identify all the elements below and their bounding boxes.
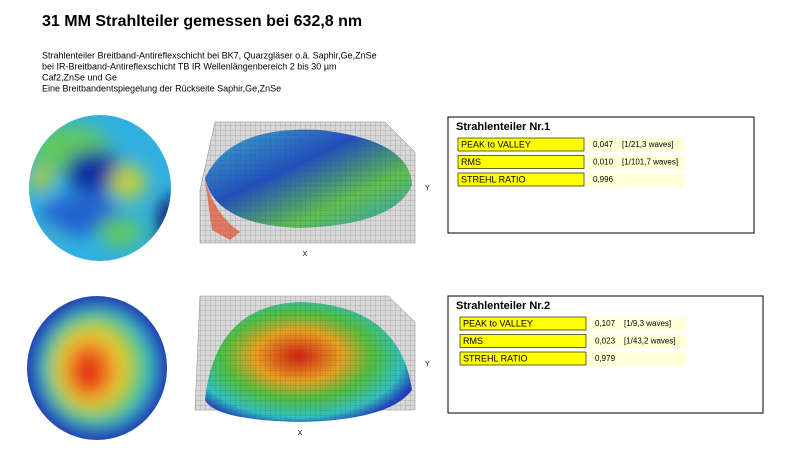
panel-title: Strahlenteiler Nr.1 (456, 121, 550, 133)
label-box (457, 172, 585, 187)
heatmap (29, 115, 171, 261)
row-waves: [1/9,3 waves] (624, 319, 671, 328)
label-box (457, 137, 585, 152)
surface-plot (194, 295, 416, 422)
description-line: Strahlenteiler Breitband-Antireflexschic… (42, 50, 377, 60)
row-label: STREHL RATIO (461, 174, 526, 184)
row-value: 0,996 (593, 175, 614, 184)
description-line: bei IR-Breitband-Antireflexschicht TB IR… (42, 61, 337, 71)
row-waves: [1/101,7 waves] (622, 158, 678, 167)
row-value: 0,047 (593, 140, 614, 149)
heatmap (27, 296, 167, 440)
x-axis-label: X (303, 251, 308, 258)
row-value: 0,107 (595, 319, 616, 328)
row-label: PEAK to VALLEY (461, 139, 531, 149)
y-axis-label: Y (425, 185, 430, 192)
label-box (457, 155, 585, 169)
row-value: 0,010 (593, 158, 614, 167)
row-label: RMS (463, 336, 483, 346)
row-value: 0,023 (595, 337, 616, 346)
row-waves: [1/21,3 waves] (622, 140, 674, 149)
label-box (459, 316, 587, 331)
surface-plot (199, 121, 416, 244)
y-axis-label: Y (425, 361, 430, 368)
label-box (459, 351, 587, 366)
row-value: 0,979 (595, 354, 616, 363)
description-line: Caf2,ZnSe und Ge (42, 72, 117, 82)
row-label: PEAK to VALLEY (463, 318, 533, 328)
x-axis-label: X (298, 430, 303, 437)
title: 31 MM Strahlteiler gemessen bei 632,8 nm (42, 13, 362, 30)
row-waves: [1/43,2 waves] (624, 337, 676, 346)
row-label: STREHL RATIO (463, 353, 528, 363)
row-label: RMS (461, 157, 481, 167)
panel-title: Strahlenteiler Nr.2 (456, 300, 550, 312)
label-box (459, 334, 587, 348)
description-line: Eine Breitbandentspiegelung der Rückseit… (42, 83, 281, 93)
